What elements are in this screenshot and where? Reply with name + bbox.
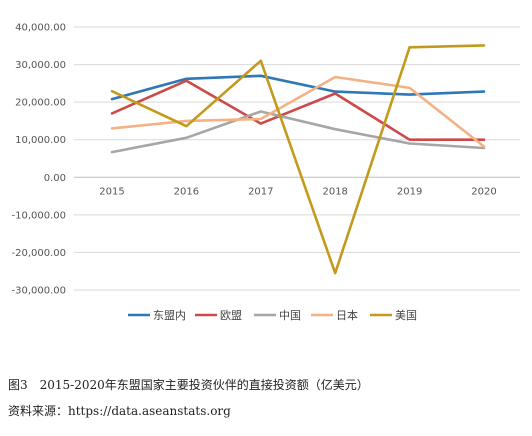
- legend-label: 美国: [395, 309, 417, 322]
- y-tick-label: 30,000.00: [15, 60, 66, 71]
- x-tick-label: 2018: [322, 186, 347, 197]
- y-tick-label: 40,000.00: [15, 23, 66, 34]
- y-tick-label: -10,000.00: [11, 210, 66, 221]
- series-lines: [110, 44, 486, 275]
- series-line: [110, 79, 486, 141]
- y-tick-label: -30,000.00: [11, 286, 66, 297]
- figure-caption: 图3 2015-2020年东盟国家主要投资伙伴的直接投资额（亿美元）: [8, 378, 369, 392]
- legend: 东盟内 欧盟 中国 日本 美国: [128, 308, 417, 322]
- y-tick-label: 0.00: [44, 173, 66, 184]
- series-line: [110, 74, 486, 101]
- legend-label: 日本: [336, 308, 358, 322]
- y-tick-label: -20,000.00: [11, 248, 66, 259]
- series-line: [110, 44, 486, 275]
- x-axis-ticks: 2015 2016 2017 2018 2019 2020: [99, 186, 496, 197]
- y-axis-ticks: 40,000.00 30,000.00 20,000.00 10,000.00 0.00…: [11, 23, 66, 297]
- x-tick-label: 2019: [397, 186, 422, 197]
- x-tick-label: 2020: [471, 186, 496, 197]
- source-note: 资料来源：https://data.aseanstats.org: [8, 404, 231, 418]
- x-tick-label: 2017: [248, 186, 273, 197]
- legend-label: 东盟内: [153, 308, 186, 322]
- line-chart: 40,000.00 30,000.00 20,000.00 10,000.00 0.00…: [11, 23, 520, 322]
- legend-label: 中国: [279, 309, 301, 322]
- x-tick-label: 2015: [99, 186, 124, 197]
- grid-lines: [74, 26, 520, 291]
- legend-label: 欧盟: [220, 309, 242, 322]
- x-tick-label: 2016: [174, 186, 199, 197]
- series-line: [110, 110, 486, 154]
- series-line: [110, 75, 486, 148]
- y-tick-label: 20,000.00: [15, 98, 66, 109]
- y-tick-label: 10,000.00: [15, 135, 66, 146]
